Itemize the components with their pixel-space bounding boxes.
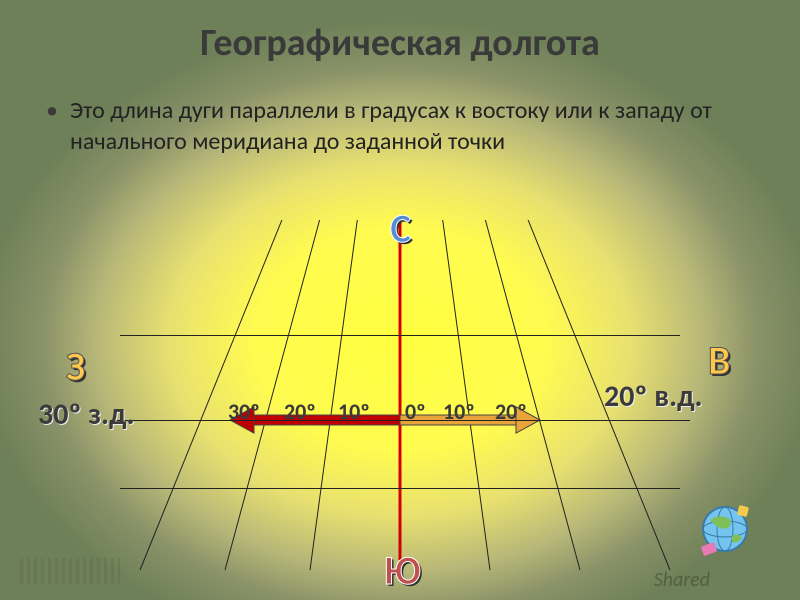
longitude-diagram: С Ю З В 30º з.д. 20º в.д. 30º20º10º0º10º… [0, 220, 800, 580]
west-longitude-label: 30º з.д. [38, 396, 135, 433]
east-longitude-label: 20º в.д. [604, 378, 703, 415]
definition-text: Это длина дуги параллели в градусах к во… [70, 96, 740, 157]
watermark-stripes [20, 558, 120, 584]
degree-tick: 0º [405, 398, 426, 425]
degree-tick: 30º [228, 398, 260, 425]
degree-tick: 10º [338, 398, 370, 425]
parallel-line-mid [110, 420, 690, 421]
slide-title: Географическая долгота [0, 0, 800, 66]
watermark-text: Shared [654, 568, 710, 592]
parallel-line-top [120, 335, 680, 336]
west-letter: З [66, 342, 85, 391]
globe-icon [698, 502, 752, 556]
east-letter: В [708, 336, 730, 385]
degree-tick: 20º [284, 398, 316, 425]
north-label: С [390, 204, 411, 253]
parallel-line-bot [120, 488, 680, 489]
degree-tick: 20º [495, 398, 527, 425]
degree-tick: 10º [443, 398, 475, 425]
south-label: Ю [384, 546, 421, 595]
